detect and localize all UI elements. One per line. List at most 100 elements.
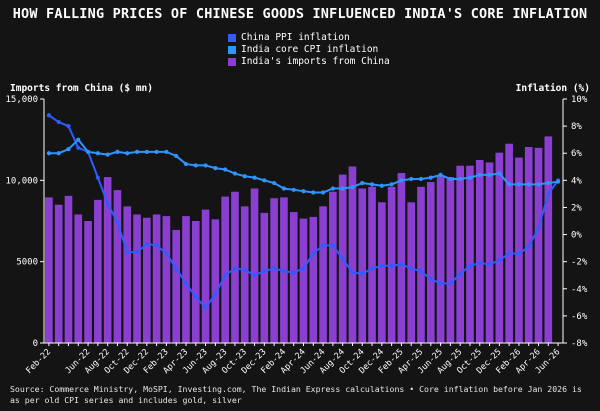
china-ppi-point <box>516 251 522 256</box>
china-ppi-point <box>311 251 316 256</box>
china-ppi-point <box>232 266 238 271</box>
y-left-tick-label: 0 <box>33 339 38 349</box>
china-ppi-point <box>115 220 120 225</box>
y-right-tick-label: 0% <box>571 231 582 241</box>
import-bar <box>309 216 318 343</box>
china-ppi-point <box>242 267 247 272</box>
core-cpi-point <box>262 178 267 183</box>
china-ppi-point <box>164 251 169 256</box>
import-bar <box>133 214 141 343</box>
core-cpi-point <box>526 182 531 187</box>
china-ppi-point <box>95 175 100 180</box>
core-cpi-point <box>223 167 228 172</box>
import-bar <box>191 221 200 343</box>
core-cpi-point <box>360 180 365 186</box>
china-ppi-point <box>350 270 355 275</box>
core-cpi-point <box>546 180 551 186</box>
china-ppi-point <box>320 243 326 248</box>
china-ppi-point <box>448 281 453 286</box>
china-ppi-point <box>76 145 81 150</box>
core-cpi-point <box>448 176 453 182</box>
core-cpi-point <box>164 149 169 154</box>
core-cpi-point <box>252 175 257 180</box>
core-cpi-point <box>556 179 561 184</box>
import-bar <box>172 229 181 343</box>
core-cpi-point <box>232 171 238 176</box>
x-tick-label: Feb-22 <box>24 347 53 376</box>
china-ppi-point <box>46 113 52 118</box>
china-ppi-point <box>507 251 512 256</box>
china-ppi-point <box>66 124 71 129</box>
china-ppi-point <box>193 294 198 300</box>
core-cpi-point <box>330 186 335 191</box>
core-cpi-point <box>281 186 287 191</box>
core-cpi-point <box>409 176 414 182</box>
core-cpi-point <box>320 190 326 195</box>
import-bar <box>378 202 386 343</box>
import-bar <box>74 214 83 343</box>
import-bar <box>113 190 122 343</box>
import-bar <box>221 196 229 343</box>
china-ppi-point <box>134 250 140 255</box>
y-axis-right-title: Inflation (%) <box>515 83 590 94</box>
legend-label-core-cpi: India core CPI inflation <box>241 44 379 55</box>
china-ppi-point <box>262 269 267 274</box>
y-right-tick-label: 6% <box>571 149 582 159</box>
legend-label-imports: India's imports from China <box>241 56 390 67</box>
import-bar <box>417 186 425 343</box>
y-right-tick-label: -6% <box>571 312 588 322</box>
y-left-tick-label: 10,000 <box>5 176 38 186</box>
import-bar <box>250 188 259 343</box>
core-cpi-point <box>428 175 433 180</box>
import-bar <box>515 157 523 343</box>
core-cpi-point <box>125 151 130 156</box>
core-cpi-point <box>438 172 443 178</box>
china-ppi-point <box>340 256 345 262</box>
core-cpi-point <box>379 183 384 188</box>
core-cpi-point <box>174 153 179 159</box>
core-cpi-point <box>193 163 198 168</box>
import-bar <box>152 214 161 343</box>
import-bar <box>103 177 112 343</box>
core-cpi-point <box>154 149 159 154</box>
china-ppi-point <box>497 258 502 263</box>
y-right-tick-label: -8% <box>571 339 588 349</box>
core-cpi-point <box>66 147 71 152</box>
y-right-tick-label: -2% <box>571 258 588 268</box>
y-right-tick-label: 2% <box>571 203 582 213</box>
import-bar <box>348 166 357 343</box>
legend-swatch-imports <box>228 58 236 66</box>
core-cpi-point <box>105 152 110 157</box>
core-cpi-point <box>85 149 91 154</box>
china-ppi-point <box>291 270 296 275</box>
core-cpi-point <box>418 176 424 182</box>
china-ppi-point <box>428 277 433 282</box>
core-cpi-point <box>291 187 296 192</box>
china-ppi-point <box>458 271 463 276</box>
chart-legend: China PPI inflation India core CPI infla… <box>228 32 390 68</box>
import-bar <box>84 221 92 343</box>
core-cpi-point <box>311 190 316 195</box>
import-bar <box>64 195 73 343</box>
core-cpi-point <box>458 176 463 182</box>
import-bar <box>182 216 190 343</box>
core-cpi-point <box>467 175 473 180</box>
core-cpi-point <box>56 151 61 156</box>
core-cpi-point <box>536 182 541 187</box>
core-cpi-point <box>516 182 522 187</box>
core-cpi-point <box>115 149 120 154</box>
core-cpi-point <box>477 172 482 178</box>
import-bar <box>436 175 445 343</box>
core-cpi-point <box>301 189 306 194</box>
core-cpi-point <box>95 151 100 156</box>
import-bar <box>397 173 406 343</box>
china-ppi-point <box>174 266 179 271</box>
china-ppi-point <box>526 244 531 249</box>
import-bar <box>446 177 455 343</box>
core-cpi-point <box>144 149 149 154</box>
import-bar <box>143 217 151 343</box>
import-bar <box>162 216 171 343</box>
import-bar <box>123 206 132 343</box>
